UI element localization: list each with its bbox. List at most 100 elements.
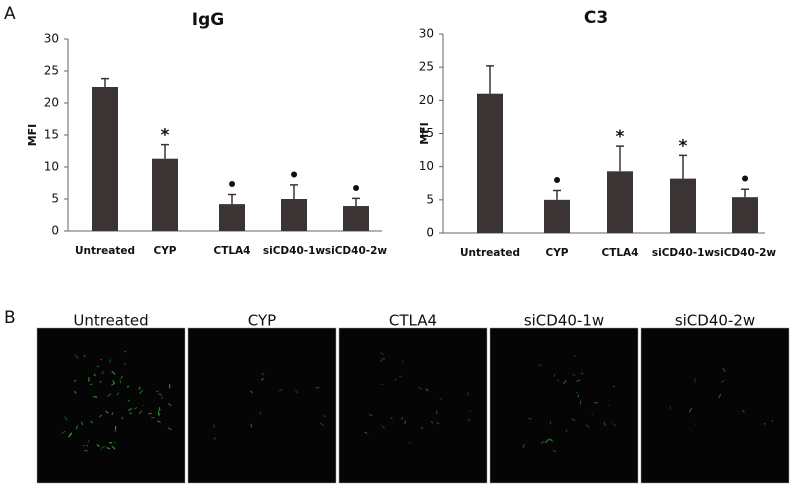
x-tick-label: Untreated [460, 247, 520, 259]
panel-label: A [4, 4, 16, 24]
bar [544, 199, 570, 233]
fluorescence [84, 449, 88, 452]
fluorescence [86, 444, 88, 447]
significance-mark: • [552, 172, 563, 192]
fluorescence [417, 386, 423, 390]
fluorescence [573, 355, 576, 358]
significance-mark: • [289, 166, 300, 186]
fluorescence [111, 412, 114, 416]
y-tick-label: 15 [419, 126, 434, 140]
fluorescence [259, 411, 262, 416]
fluorescence [99, 381, 102, 383]
fluorescence [528, 417, 532, 420]
fluorescence [106, 393, 112, 398]
fluorescence [138, 410, 143, 415]
error-bar [228, 193, 236, 205]
fluorescence [250, 390, 254, 394]
fluorescence [213, 437, 216, 440]
fluorescence [722, 367, 726, 372]
fluorescence [379, 359, 383, 363]
significance-mark: * [616, 127, 625, 147]
fluorescence [688, 407, 693, 413]
fluorescence [148, 412, 152, 415]
bar [152, 158, 178, 231]
fluorescence [545, 438, 549, 443]
fluorescence [381, 424, 385, 429]
error-bar [161, 143, 169, 159]
fluorescence [368, 413, 373, 417]
significance-mark: • [351, 179, 362, 199]
fluorescence [104, 410, 109, 414]
fluorescence [323, 414, 326, 418]
fluorescence [120, 375, 124, 379]
fluorescence [594, 401, 599, 404]
bar [281, 199, 307, 231]
fluorescence [571, 418, 576, 422]
fluorescence [436, 422, 440, 425]
y-axis-label: MFI [418, 122, 431, 145]
fluorescence [127, 399, 130, 402]
fluorescence [75, 425, 79, 430]
y-tick-label: 30 [419, 27, 434, 41]
fluorescence [395, 378, 397, 381]
fluorescence [718, 393, 722, 399]
x-tick-label: CTLA4 [214, 245, 251, 257]
x-tick-label: CYP [545, 247, 568, 259]
fluorescence [111, 370, 116, 375]
fluorescence [111, 445, 116, 450]
significance-mark: • [740, 170, 751, 190]
fluorescence [612, 385, 615, 388]
y-tick-label: 25 [44, 64, 59, 78]
micrograph [489, 327, 639, 484]
bar [732, 197, 758, 233]
fluorescence [89, 383, 93, 386]
fluorescence [157, 411, 160, 416]
y-tick-label: 5 [51, 192, 59, 206]
y-tick-label: 10 [44, 160, 59, 174]
chart-title: C3 [584, 8, 608, 28]
fluorescence [168, 403, 172, 407]
y-tick-label: 20 [419, 93, 434, 107]
fluorescence [401, 360, 404, 363]
fluorescence [260, 377, 265, 381]
fluorescence [134, 406, 138, 410]
fluorescence [695, 423, 697, 425]
fluorescence [538, 363, 542, 367]
image-label: CYP [248, 312, 276, 330]
significance-mark: • [227, 176, 238, 196]
x-tick-label: siCD40-2w [325, 245, 388, 257]
fluorescence [96, 443, 100, 448]
image-label: Untreated [73, 312, 148, 330]
bar [343, 206, 369, 231]
micrograph [640, 327, 790, 484]
error-bar [290, 184, 298, 199]
fluorescence [563, 380, 567, 385]
fluorescence [69, 432, 73, 437]
fluorescence [90, 420, 93, 424]
panel-label: B [4, 308, 16, 328]
fluorescence [88, 376, 91, 379]
fluorescence [106, 446, 111, 450]
fluorescence [540, 440, 545, 445]
fluorescence [158, 392, 163, 396]
image-label: CTLA4 [389, 312, 437, 330]
fluorescence [167, 427, 172, 431]
error-bar [553, 189, 561, 200]
x-tick-label: siCD40-1w [263, 245, 326, 257]
fluorescence [294, 389, 299, 394]
fluorescence [119, 379, 122, 384]
fluorescence [109, 359, 111, 363]
error-bar [486, 65, 494, 94]
fluorescence [572, 373, 576, 377]
bar [92, 87, 118, 231]
bar [670, 178, 696, 233]
fluorescence [112, 380, 115, 384]
y-axis-label: MFI [26, 124, 39, 147]
micrograph [338, 327, 488, 484]
fluorescence [261, 372, 265, 376]
bar [607, 171, 633, 233]
fluorescence [522, 443, 525, 449]
fluorescence [93, 373, 96, 377]
x-tick-label: Untreated [75, 245, 135, 257]
fluorescence [771, 419, 774, 422]
